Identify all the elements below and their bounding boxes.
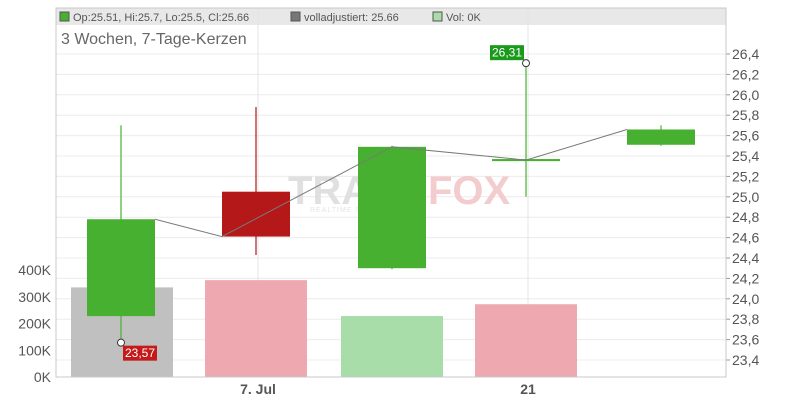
volume-tick-label: 200K: [18, 316, 51, 332]
price-tick-label: 23,8: [732, 311, 759, 327]
annotation-label: 23,57: [125, 346, 155, 360]
price-tick-label: 24,6: [732, 230, 759, 246]
price-tick-label: 23,4: [732, 352, 759, 368]
price-tick-label: 26,0: [732, 87, 759, 103]
volume-axis: 0K 100K 200K 300K 400K: [18, 262, 51, 385]
annotation-marker: [522, 59, 530, 68]
legend-swatch-adjusted: [290, 11, 301, 22]
price-tick-label: 26,4: [732, 46, 759, 62]
volume-bar: [341, 316, 443, 377]
price-tick-label: 26,2: [732, 66, 759, 82]
price-tick-label: 25,6: [732, 128, 759, 144]
x-tick-label: 7. Jul: [240, 381, 276, 397]
candles: [87, 63, 695, 343]
x-axis: 7. Jul 21: [240, 381, 536, 397]
price-tick-label: 23,6: [732, 332, 759, 348]
annotation-flag: [123, 345, 157, 361]
annotation-label: 26,31: [492, 46, 522, 60]
price-tick-label: 25,4: [732, 148, 759, 164]
legend-volume-label: Vol: 0K: [446, 12, 482, 24]
watermark-subtitle: REALTIME STOCK: [310, 207, 384, 214]
annotations: 26,31 23,57: [117, 45, 530, 361]
volume-tick-label: 300K: [18, 289, 51, 305]
x-tick-label: 21: [520, 381, 536, 397]
volume-tick-label: 0K: [34, 369, 52, 385]
volume-bar: [475, 304, 577, 377]
legend-swatch-volume: [432, 11, 443, 22]
candle-body: [222, 191, 290, 237]
close-line-path: [154, 129, 628, 238]
annotation-flag: [490, 45, 524, 61]
watermark-right: FOX: [428, 169, 511, 213]
close-line: [154, 129, 628, 238]
volume-bar: [205, 280, 307, 377]
candle-body: [358, 146, 426, 269]
chart-title: 3 Wochen, 7-Tage-Kerzen: [61, 31, 247, 48]
candle-body: [87, 219, 155, 317]
price-tick-label: 24,8: [732, 209, 759, 225]
plot-frame: [55, 7, 727, 378]
price-tick-label: 24,2: [732, 270, 759, 286]
price-tick-label: 25,8: [732, 107, 759, 123]
annotation-marker: [117, 338, 125, 347]
price-tick-label: 24,4: [732, 250, 759, 266]
volume-tick-label: 400K: [18, 262, 51, 278]
price-tick-label: 25,0: [732, 189, 759, 205]
legend-adjusted-label: volladjustiert: 25.66: [304, 12, 399, 24]
price-tick-label: 24,0: [732, 291, 759, 307]
legend-swatch-ohlc: [59, 11, 70, 22]
candle-body: [627, 129, 695, 145]
legend-ohlc-label: Op:25.51, Hi:25.7, Lo:25.5, Cl:25.66: [73, 12, 249, 24]
legend-background: [56, 8, 726, 25]
price-axis: 23,4 23,6 23,8 24,0 24,2 24,4 24,6 24,8 25,0 25,2…: [726, 46, 759, 368]
legend-bar: Op:25.51, Hi:25.7, Lo:25.5, Cl:25.66 vol…: [56, 8, 726, 25]
volume-tick-label: 100K: [18, 342, 51, 358]
price-tick-label: 25,2: [732, 168, 759, 184]
